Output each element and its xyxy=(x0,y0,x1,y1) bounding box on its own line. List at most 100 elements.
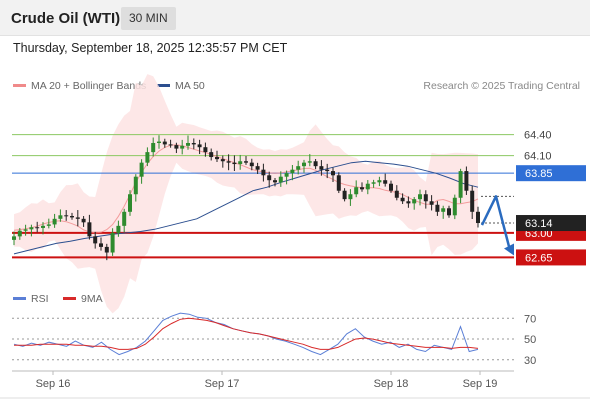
candle-body xyxy=(377,180,382,183)
candle-body xyxy=(145,152,150,163)
time-axis: Sep 16 Sep 17 Sep 18 Sep 19 xyxy=(0,370,590,399)
rsi-swatch xyxy=(13,296,26,300)
candle-body xyxy=(52,218,57,225)
ma50-label: MA 50 xyxy=(175,80,205,92)
candle-body xyxy=(261,169,266,176)
candle-body xyxy=(58,215,63,219)
candle-body xyxy=(302,162,306,167)
candle-body xyxy=(267,175,272,181)
instrument-title: Crude Oil (WTI) xyxy=(11,10,121,27)
candle-body xyxy=(41,225,45,228)
rsi-panel: 30 50 70 xyxy=(12,312,536,367)
legend-9ma: 9MA xyxy=(63,293,103,305)
candle-body xyxy=(168,144,173,146)
candle-body xyxy=(139,162,144,177)
last-price-text: 63.14 xyxy=(525,218,553,230)
candle-body xyxy=(383,180,388,184)
candle-body xyxy=(464,171,469,191)
candle-body xyxy=(99,243,103,247)
forecast-arrow-line xyxy=(480,195,511,247)
level-tag-62-65 xyxy=(516,249,586,266)
candle-body xyxy=(75,217,80,219)
rsi-tick-70: 70 xyxy=(524,313,536,325)
candle-body xyxy=(307,161,312,163)
rsi-series-rsi xyxy=(13,312,479,356)
candle-body xyxy=(360,187,364,190)
ma50-swatch xyxy=(157,83,170,87)
forecast-arrow-head xyxy=(504,243,514,256)
time-tick-label-sep-17: Sep 17 xyxy=(205,378,240,390)
candle-body xyxy=(17,230,22,237)
candle-body xyxy=(249,162,254,167)
level-tag-text-63-85: 63.85 xyxy=(525,168,553,180)
candle-body xyxy=(191,142,196,145)
candle-body xyxy=(220,159,225,162)
candle-body xyxy=(174,145,179,149)
candle-body xyxy=(81,218,86,223)
rsi-label: RSI xyxy=(31,293,49,305)
candle-body xyxy=(232,162,237,165)
candle-body xyxy=(122,211,127,226)
candle-body xyxy=(354,187,359,195)
candle-body xyxy=(476,211,480,224)
candle-body xyxy=(70,216,74,218)
candle-body xyxy=(452,197,457,216)
candle-body xyxy=(93,236,98,244)
level-tag-text-62-65: 62.65 xyxy=(525,252,553,264)
candle-body xyxy=(273,180,277,183)
candle-body xyxy=(128,194,132,212)
candle-body xyxy=(423,194,428,202)
legend-ma20: MA 20 + Bollinger Bands xyxy=(13,80,146,92)
candle-body xyxy=(336,175,341,191)
candle-body xyxy=(412,199,417,204)
candle-body xyxy=(180,145,185,149)
ma20-label: MA 20 + Bollinger Bands xyxy=(31,80,147,92)
ma50-line xyxy=(13,160,479,255)
time-tick-label-sep-16: Sep 16 xyxy=(36,378,71,390)
candle-body xyxy=(104,246,109,253)
candle-body xyxy=(23,229,28,231)
candle-body xyxy=(215,157,219,160)
level-label-64-10: 64.10 xyxy=(524,151,552,163)
candle-body xyxy=(197,144,202,148)
timeframe-badge[interactable]: 30 MIN xyxy=(121,7,176,30)
candle-body xyxy=(296,166,301,170)
candle-body xyxy=(151,142,156,153)
candle-body xyxy=(244,161,248,163)
level-label-64-40: 64.40 xyxy=(524,130,552,142)
candle-body xyxy=(46,224,51,226)
level-tag-63-85 xyxy=(516,165,586,182)
candle-body xyxy=(394,190,399,198)
candle-body xyxy=(447,208,451,216)
9ma-label: 9MA xyxy=(81,293,103,305)
candle-body xyxy=(157,141,161,143)
legend-rsi: RSI xyxy=(13,293,49,305)
candle-body xyxy=(418,194,422,200)
candle-body xyxy=(12,236,16,240)
time-tick-label-sep-19: Sep 19 xyxy=(463,378,498,390)
candle-body xyxy=(435,204,440,212)
candle-body xyxy=(458,171,463,198)
candle-body xyxy=(348,194,353,200)
candle-body xyxy=(209,152,214,158)
candle-body xyxy=(29,227,34,230)
candle-body xyxy=(325,169,330,172)
rsi-tick-30: 30 xyxy=(524,355,536,367)
candle-body xyxy=(162,141,167,145)
rsi-series-9ma xyxy=(14,317,479,350)
legend-ma50: MA 50 xyxy=(157,80,205,92)
candle-body xyxy=(35,227,40,229)
candle-body xyxy=(116,225,121,233)
candle-body xyxy=(133,176,138,195)
candle-body xyxy=(186,142,190,146)
candle-body xyxy=(203,147,208,153)
timestamp: Thursday, September 18, 2025 12:35:57 PM… xyxy=(13,41,288,55)
rsi-tick-50: 50 xyxy=(524,334,536,346)
candle-body xyxy=(400,197,405,202)
candle-body xyxy=(290,169,295,174)
candle-body xyxy=(64,215,69,217)
candle-body xyxy=(284,173,289,177)
candle-body xyxy=(406,201,411,204)
